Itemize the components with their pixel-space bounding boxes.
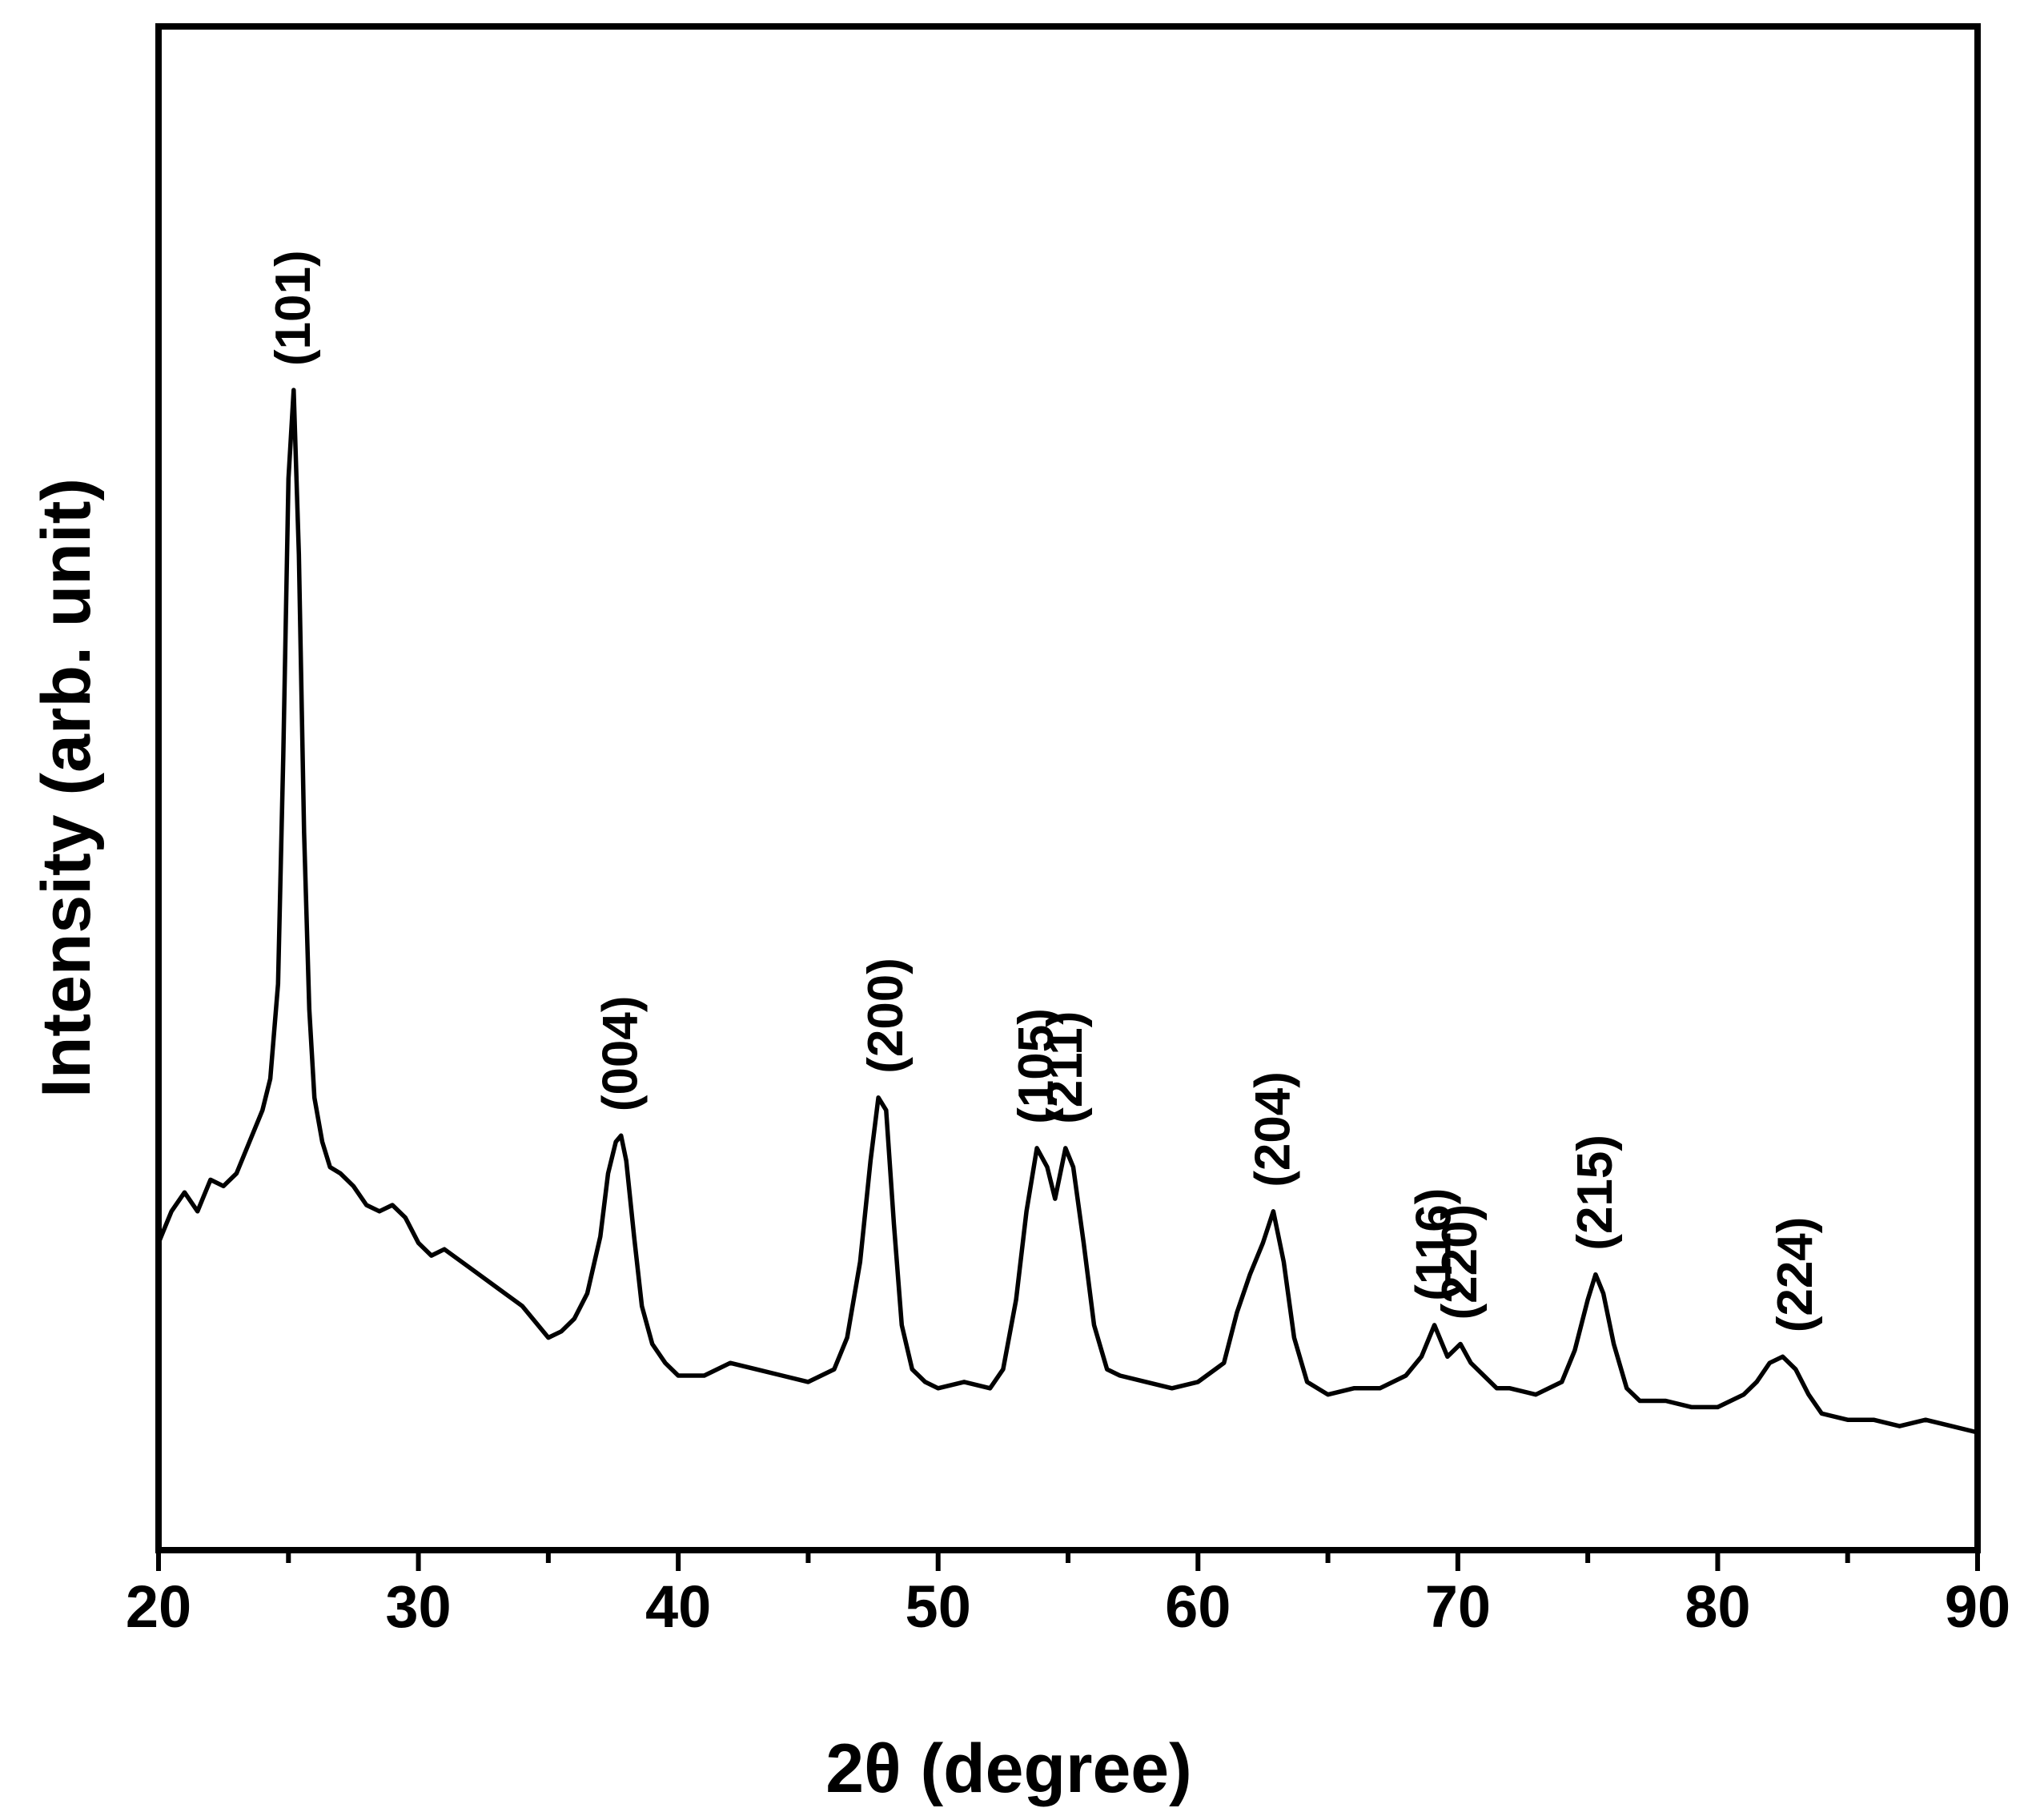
x-tick-label: 30 xyxy=(385,1573,451,1640)
peak-label: (211) xyxy=(1038,1011,1093,1124)
peak-label: (204) xyxy=(1245,1071,1300,1187)
x-axis-title: 2θ (degree) xyxy=(825,1730,1192,1807)
x-tick-label: 60 xyxy=(1165,1573,1231,1640)
x-tick-label: 20 xyxy=(126,1573,191,1640)
peak-label: (220) xyxy=(1432,1204,1488,1320)
plot-frame xyxy=(155,23,1981,1553)
peak-label: (215) xyxy=(1568,1135,1623,1251)
peak-label: (116) xyxy=(1407,1188,1462,1301)
xrd-pattern-line xyxy=(156,388,1980,1435)
peak-label: (224) xyxy=(1768,1217,1823,1333)
x-tick-label: 90 xyxy=(1945,1573,2010,1640)
peak-label: (101) xyxy=(266,250,321,366)
peak-label: (004) xyxy=(593,995,649,1111)
x-tick-label: 40 xyxy=(645,1573,711,1640)
x-tick-label: 50 xyxy=(906,1573,971,1640)
x-tick-label: 70 xyxy=(1425,1573,1491,1640)
peak-labels: (101) (004) (200) (105)(211) (204) (116)(220)… xyxy=(266,250,1823,1332)
x-axis-ticks xyxy=(156,1550,1980,1571)
x-tick-label: 80 xyxy=(1685,1573,1750,1640)
peak-label: (105) xyxy=(1009,1008,1064,1124)
peak-label: (200) xyxy=(858,958,914,1074)
x-axis-tick-labels: 20 30 40 50 60 70 80 90 xyxy=(126,1573,2010,1640)
y-axis-title: Intensity (arb. unit) xyxy=(28,478,105,1098)
